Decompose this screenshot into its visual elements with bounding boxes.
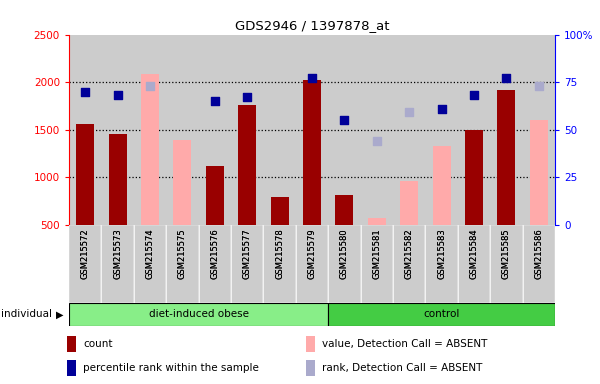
- Text: GSM215584: GSM215584: [469, 228, 479, 279]
- Point: [502, 75, 511, 81]
- Point: [210, 98, 220, 104]
- Point: [113, 92, 122, 98]
- Bar: [306, 360, 315, 376]
- Text: GSM215573: GSM215573: [113, 228, 122, 279]
- Bar: [497, 90, 515, 225]
- Text: GSM215582: GSM215582: [404, 228, 414, 279]
- Bar: [530, 120, 548, 225]
- Text: GSM215580: GSM215580: [340, 228, 349, 279]
- Bar: [166, 225, 199, 303]
- Text: GSM215572: GSM215572: [80, 228, 90, 279]
- Title: GDS2946 / 1397878_at: GDS2946 / 1397878_at: [235, 19, 389, 32]
- Text: GSM215575: GSM215575: [178, 228, 187, 279]
- Text: GSM215574: GSM215574: [146, 228, 155, 279]
- Point: [404, 109, 414, 116]
- Text: GSM215579: GSM215579: [308, 228, 317, 279]
- Bar: [458, 225, 490, 303]
- Point: [437, 106, 446, 112]
- Text: GSM215578: GSM215578: [275, 228, 284, 279]
- Bar: [400, 181, 418, 225]
- Bar: [238, 105, 256, 225]
- Bar: [465, 130, 483, 225]
- Bar: [134, 225, 166, 303]
- Point: [145, 83, 155, 89]
- Text: GSM215581: GSM215581: [372, 228, 382, 279]
- Text: diet-induced obese: diet-induced obese: [149, 310, 248, 319]
- Text: GSM215578: GSM215578: [275, 228, 284, 279]
- Text: count: count: [83, 339, 113, 349]
- Text: GSM215585: GSM215585: [502, 228, 511, 279]
- Bar: [271, 197, 289, 225]
- Text: GSM215576: GSM215576: [211, 228, 220, 279]
- Text: GSM215572: GSM215572: [80, 228, 90, 279]
- Bar: [296, 225, 328, 303]
- Text: GSM215582: GSM215582: [404, 228, 414, 279]
- Text: GSM215581: GSM215581: [372, 228, 382, 279]
- Point: [534, 83, 544, 89]
- Text: GSM215580: GSM215580: [340, 228, 349, 279]
- Point: [242, 94, 252, 100]
- Bar: [101, 225, 134, 303]
- Text: GSM215583: GSM215583: [437, 228, 446, 279]
- Bar: [69, 303, 328, 326]
- Bar: [328, 303, 555, 326]
- Text: GSM215574: GSM215574: [146, 228, 155, 279]
- Bar: [368, 218, 386, 225]
- Bar: [328, 225, 361, 303]
- Bar: [425, 225, 458, 303]
- Text: GSM215579: GSM215579: [308, 228, 317, 279]
- Text: individual: individual: [1, 310, 52, 319]
- Bar: [173, 140, 191, 225]
- Bar: [433, 146, 451, 225]
- Text: ▶: ▶: [56, 310, 63, 319]
- Text: rank, Detection Call = ABSENT: rank, Detection Call = ABSENT: [322, 363, 482, 373]
- Point: [469, 92, 479, 98]
- Point: [307, 75, 317, 81]
- Point: [372, 138, 382, 144]
- Bar: [199, 225, 231, 303]
- Bar: [231, 225, 263, 303]
- Text: GSM215575: GSM215575: [178, 228, 187, 279]
- Bar: [109, 134, 127, 225]
- Bar: [306, 336, 315, 352]
- Bar: [335, 195, 353, 225]
- Bar: [141, 74, 159, 225]
- Text: GSM215583: GSM215583: [437, 228, 446, 279]
- Text: GSM215586: GSM215586: [534, 228, 544, 279]
- Bar: [263, 225, 296, 303]
- Bar: [303, 80, 321, 225]
- Text: control: control: [424, 310, 460, 319]
- Bar: [76, 124, 94, 225]
- Text: GSM215573: GSM215573: [113, 228, 122, 279]
- Point: [340, 117, 349, 123]
- Text: GSM215586: GSM215586: [534, 228, 544, 279]
- Bar: [67, 336, 76, 352]
- Text: value, Detection Call = ABSENT: value, Detection Call = ABSENT: [322, 339, 488, 349]
- Bar: [393, 225, 425, 303]
- Bar: [523, 225, 555, 303]
- Text: percentile rank within the sample: percentile rank within the sample: [83, 363, 259, 373]
- Point: [80, 89, 90, 95]
- Bar: [490, 225, 523, 303]
- Bar: [67, 360, 76, 376]
- Text: GSM215577: GSM215577: [242, 228, 252, 279]
- Text: GSM215585: GSM215585: [502, 228, 511, 279]
- Bar: [69, 225, 101, 303]
- Text: GSM215576: GSM215576: [211, 228, 220, 279]
- Bar: [361, 225, 393, 303]
- Bar: [206, 166, 224, 225]
- Text: GSM215577: GSM215577: [242, 228, 252, 279]
- Text: GSM215584: GSM215584: [469, 228, 479, 279]
